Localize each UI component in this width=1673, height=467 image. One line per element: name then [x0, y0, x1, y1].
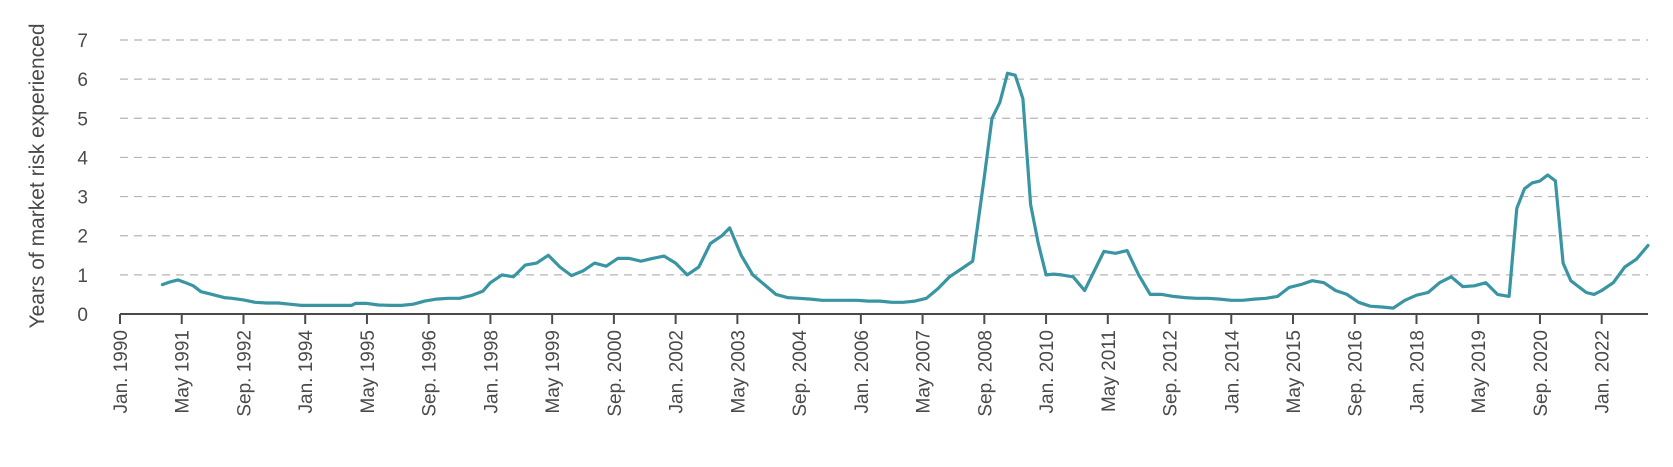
x-tick-label: Sep. 2020	[1531, 330, 1552, 417]
x-tick-label: Sep. 1992	[234, 330, 255, 417]
x-tick-label: May 1995	[358, 330, 379, 413]
y-axis-tick-labels: 0 1 2 3 4 5 6 7	[77, 31, 88, 326]
y-tick-label: 5	[77, 109, 88, 130]
x-tick-label: May 1999	[543, 330, 564, 413]
y-tick-label: 0	[77, 305, 88, 326]
x-tick-label: May 1991	[173, 330, 194, 413]
x-tick-label: Sep. 2008	[975, 330, 996, 417]
y-tick-label: 1	[77, 266, 88, 287]
y-tick-label: 2	[77, 227, 88, 248]
x-tick-label: May 2011	[1099, 330, 1120, 412]
x-tick-label: Jan. 2022	[1593, 330, 1614, 413]
x-tick-label: May 2007	[914, 330, 935, 413]
x-tick-label: Sep. 2004	[790, 330, 811, 417]
series-line-0	[160, 71, 1650, 310]
x-tick-label: Jan. 1998	[481, 330, 502, 413]
y-tick-label: 4	[77, 148, 88, 169]
x-tick-label: Jan. 2018	[1407, 330, 1428, 413]
x-tick-label: Jan. 2002	[667, 330, 688, 413]
series-layer	[160, 71, 1650, 310]
x-tick-label: Jan. 1994	[296, 330, 317, 414]
x-tick-label: May 2003	[728, 330, 749, 413]
x-tick-label: Jan. 1990	[111, 330, 132, 413]
x-tick-label: Jan. 2014	[1222, 330, 1243, 414]
x-tick-label: Sep. 2000	[605, 330, 626, 417]
x-tick-label: Sep. 2016	[1346, 330, 1367, 417]
x-tick-label: Sep. 2012	[1161, 330, 1182, 417]
y-axis-title: Years of market risk experienced	[26, 23, 49, 328]
x-tick-label: Jan. 2006	[852, 330, 873, 413]
x-tick-label: Sep. 1996	[420, 330, 441, 417]
x-tick-label: Jan. 2010	[1037, 330, 1058, 413]
x-axis-ticks: Jan. 1990 May 1991 Sep. 1992 Jan. 1994 May 1…	[111, 314, 1614, 417]
y-tick-label: 3	[77, 188, 88, 209]
x-tick-label: May 2015	[1284, 330, 1305, 413]
gridlines	[120, 39, 1648, 276]
y-tick-label: 7	[77, 31, 88, 52]
x-tick-label: May 2019	[1469, 330, 1490, 413]
y-tick-label: 6	[77, 70, 88, 91]
